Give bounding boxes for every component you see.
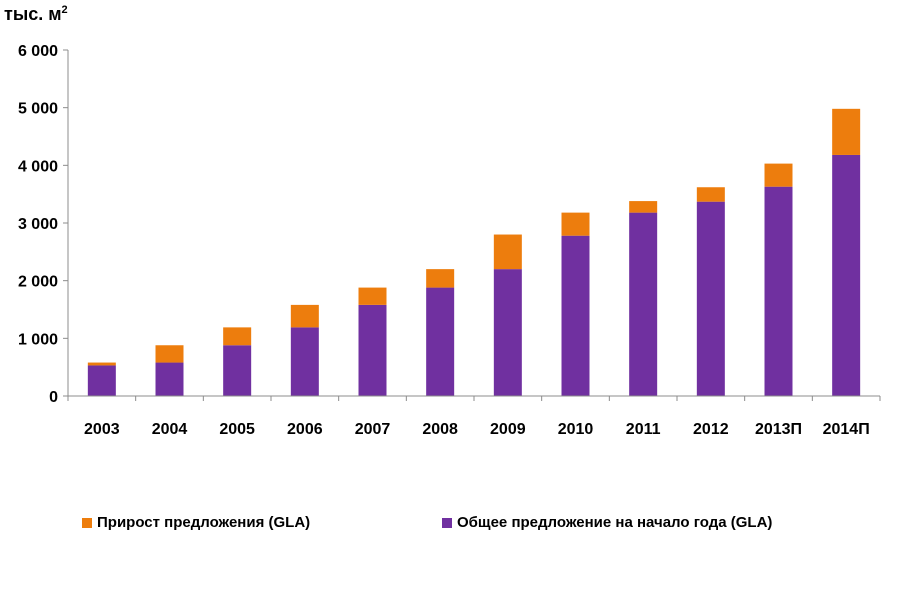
legend-swatch-total xyxy=(442,517,452,528)
bar-growth-2013П xyxy=(764,163,793,187)
bar-total-2011 xyxy=(629,212,658,396)
x-tick-label: 2011 xyxy=(626,421,661,438)
bar-total-2007 xyxy=(358,304,387,396)
x-tick-label: 2007 xyxy=(355,421,391,438)
y-axis: 0 1 000 2 000 3 000 4 000 5 000 6 000 xyxy=(18,43,69,406)
legend: Прирост предложения (GLA) Общее предложе… xyxy=(0,514,908,538)
bar-growth-2014П xyxy=(832,108,861,155)
x-tick-label: 2008 xyxy=(422,421,458,438)
x-tick-label: 2014П xyxy=(823,421,870,438)
bar-total-2006 xyxy=(290,327,319,396)
y-tick-label: 6 000 xyxy=(18,43,58,60)
bar-total-2012 xyxy=(696,201,725,396)
legend-label-growth: Прирост предложения (GLA) xyxy=(97,514,311,531)
x-tick-label: 2010 xyxy=(558,421,594,438)
y-tick-label: 5 000 xyxy=(18,101,58,118)
bar-growth-2005 xyxy=(223,327,252,346)
y-tick-label: 4 000 xyxy=(18,158,58,175)
bar-total-2014П xyxy=(832,154,861,396)
y-tick-label: 1 000 xyxy=(18,331,58,348)
bar-growth-2008 xyxy=(426,269,455,288)
y-axis-unit-label: тыс. м2 xyxy=(4,4,68,24)
bars xyxy=(87,108,861,396)
bar-growth-2011 xyxy=(629,201,658,213)
bar-total-2009 xyxy=(493,269,522,396)
x-tick-label: 2013П xyxy=(755,421,802,438)
bar-growth-2009 xyxy=(493,234,522,270)
x-axis: 2003 2004 2005 2006 2007 2008 2009 2010 2011 2012… xyxy=(67,395,881,438)
bar-growth-2006 xyxy=(290,304,319,328)
x-tick-label: 2009 xyxy=(490,421,526,438)
bar-growth-2004 xyxy=(155,345,184,363)
y-tick-label: 3 000 xyxy=(18,216,58,233)
bar-total-2008 xyxy=(426,287,455,396)
legend-item-total: Общее предложение на начало года (GLA) xyxy=(442,514,772,531)
bar-growth-2003 xyxy=(87,362,116,366)
y-tick-label: 2 000 xyxy=(18,274,58,291)
bar-growth-2010 xyxy=(561,212,590,236)
legend-label-total: Общее предложение на начало года (GLA) xyxy=(457,514,773,531)
x-tick-label: 2005 xyxy=(219,421,255,438)
legend-item-growth: Прирост предложения (GLA) xyxy=(82,514,310,531)
bar-growth-2007 xyxy=(358,287,387,305)
y-tick-label: 0 xyxy=(49,389,58,406)
x-tick-label: 2004 xyxy=(152,421,188,438)
bar-growth-2012 xyxy=(696,187,725,202)
x-tick-label: 2006 xyxy=(287,421,323,438)
x-tick-label: 2012 xyxy=(693,421,729,438)
bar-total-2003 xyxy=(87,365,116,396)
legend-swatch-growth xyxy=(82,517,92,528)
bar-total-2013П xyxy=(764,186,793,396)
bar-total-2010 xyxy=(561,235,590,396)
bar-total-2004 xyxy=(155,362,184,396)
x-tick-label: 2003 xyxy=(84,421,120,438)
bar-total-2005 xyxy=(223,345,252,396)
